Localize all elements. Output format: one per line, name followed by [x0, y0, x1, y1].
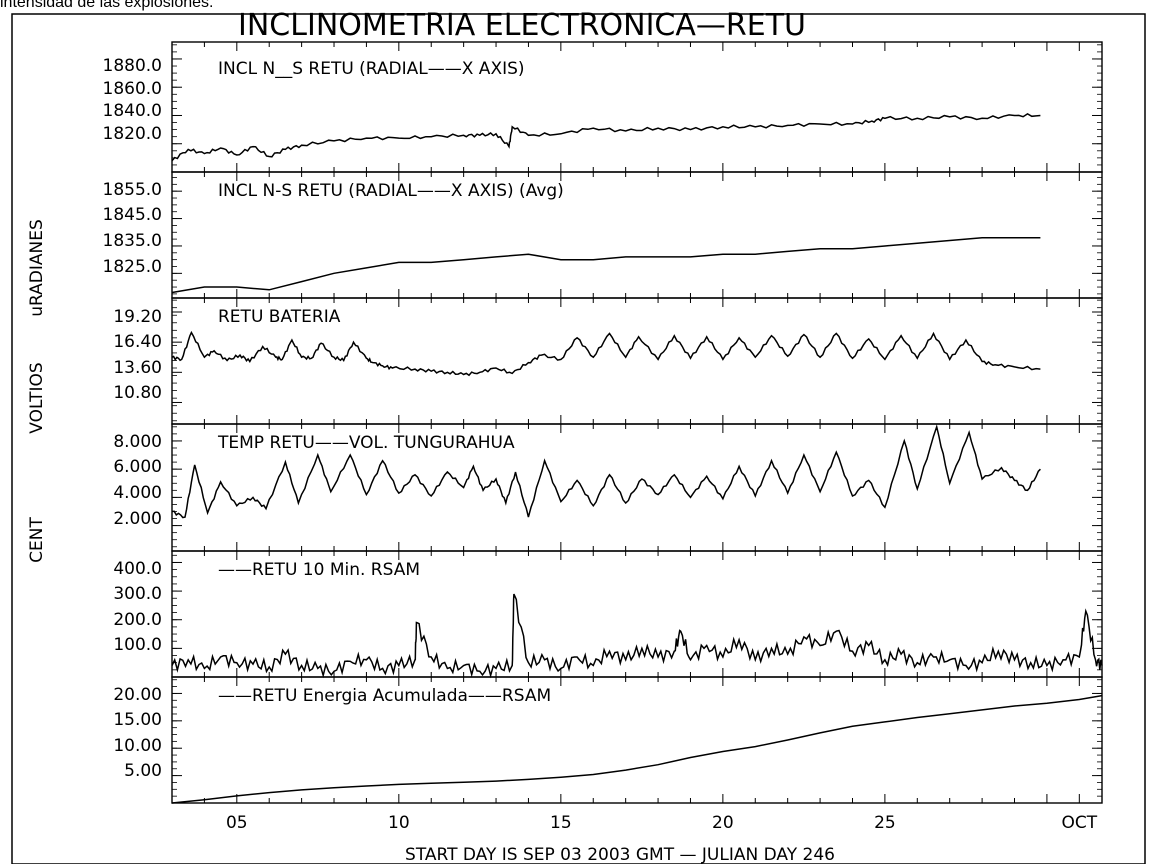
y-tick-label: 1835.0	[103, 231, 162, 251]
y-tick-label: 1820.0	[103, 124, 162, 144]
x-tick-label: OCT	[1061, 813, 1097, 833]
panel-title: ——RETU Energia Acumulada——RSAM	[218, 686, 551, 706]
x-axis-caption: START DAY IS SEP 03 2003 GMT — JULIAN DA…	[405, 845, 835, 864]
x-tick-label: 15	[550, 813, 572, 833]
panel-5: 400.0 300.0 200.0 100.0 ——RETU 10 Min. RSAM	[113, 550, 1103, 679]
y-tick-label: 1825.0	[103, 257, 162, 277]
y-tick-label: 1860.0	[103, 79, 162, 99]
y-tick-label: 1855.0	[103, 180, 162, 200]
panel-title: INCL N__S RETU (RADIAL——X AXIS)	[218, 59, 525, 79]
panel-title: RETU BATERIA	[218, 307, 341, 327]
y-tick-label: 400.0	[113, 559, 162, 579]
y-tick-label: 15.00	[113, 710, 162, 730]
panel-3: 19.20 16.40 13.60 10.80 RETU BATERIA	[113, 297, 1103, 425]
panel-title: INCL N-S RETU (RADIAL——X AXIS) (Avg)	[218, 181, 564, 201]
panel-frame	[171, 676, 1103, 804]
y-tick-label: 4.000	[113, 483, 162, 503]
x-tick-labels: 05 10 15 20 25 OCT	[226, 813, 1098, 833]
y-tick-label: 100.0	[113, 635, 162, 655]
y-tick-label: 1880.0	[103, 56, 162, 76]
side-label-uradianes: uRADIANES	[27, 219, 47, 317]
y-tick-label: 2.000	[113, 509, 162, 529]
y-tick-label: 1845.0	[103, 205, 162, 225]
series-line	[171, 424, 1041, 519]
y-tick-label: 6.000	[113, 457, 162, 477]
side-label-cent: CENT	[27, 517, 47, 563]
y-tick-label: 13.60	[113, 358, 162, 378]
side-label-voltios: VOLTIOS	[27, 362, 47, 433]
x-tick-label: 10	[388, 813, 410, 833]
panel-title: TEMP RETU——VOL. TUNGURAHUA	[217, 433, 515, 453]
y-tick-label: 10.80	[113, 383, 162, 403]
x-tick-label: 20	[712, 813, 734, 833]
panel-6: 20.00 15.00 10.00 5.00 ——RETU Energia Acumul…	[113, 676, 1103, 804]
y-tick-label: 1840.0	[103, 101, 162, 121]
series-line	[171, 593, 1103, 679]
y-tick-label: 19.20	[113, 307, 162, 327]
axis-side-labels: uRADIANES VOLTIOS CENT	[27, 219, 47, 563]
y-tick-label: 20.00	[113, 685, 162, 705]
y-tick-label: 200.0	[113, 610, 162, 630]
series-line	[171, 113, 1041, 162]
chart-frame	[11, 13, 1146, 864]
series-line	[171, 330, 1041, 377]
top-caption: intensidad de las explosiones.	[0, 0, 214, 11]
y-tick-label: 300.0	[113, 584, 162, 604]
panel-4: 8.000 6.000 4.000 2.000 TEMP RETU——VOL. TUNG…	[113, 423, 1103, 552]
y-tick-label: 16.40	[113, 332, 162, 352]
series-line	[171, 236, 1041, 294]
y-tick-label: 10.00	[113, 736, 162, 756]
x-tick-label: 25	[874, 813, 896, 833]
x-tick-label: 05	[226, 813, 248, 833]
series-line	[171, 694, 1103, 804]
panel-title: ——RETU 10 Min. RSAM	[218, 560, 420, 580]
y-tick-label: 8.000	[113, 432, 162, 452]
panel-2: 1855.0 1845.0 1835.0 1825.0 INCL N-S RETU (R…	[103, 171, 1103, 299]
y-tick-label: 5.00	[124, 761, 162, 781]
chart-title: INCLINOMETRIA ELECTRONICA—RETU	[238, 8, 806, 43]
